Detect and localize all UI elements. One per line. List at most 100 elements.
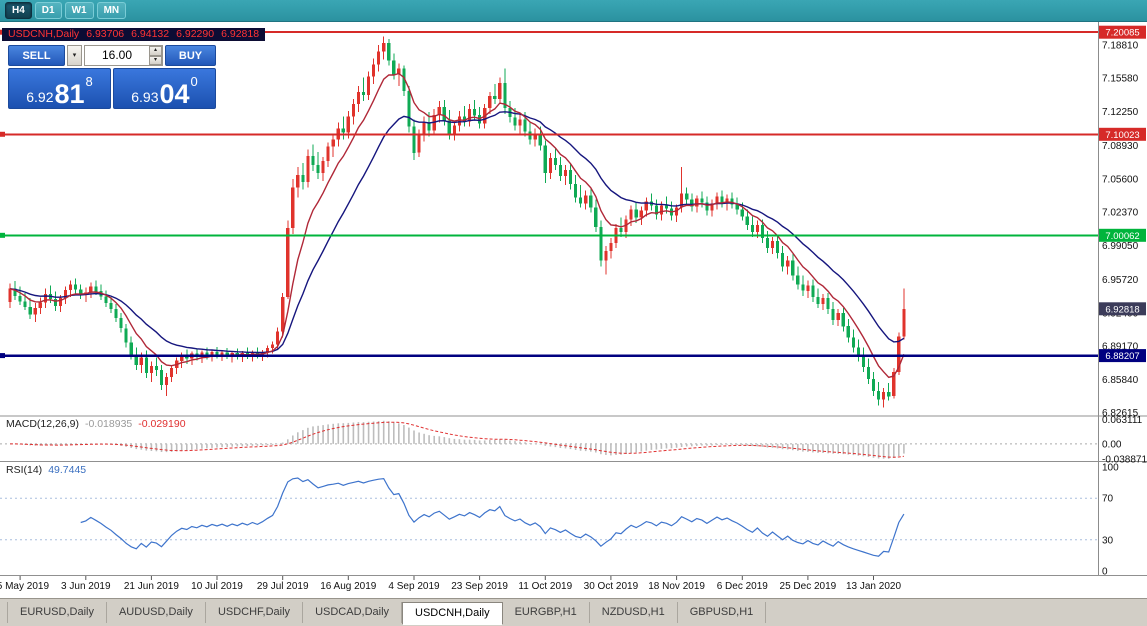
macd-indicator-label: MACD(12,26,9) -0.018935 -0.029190 (6, 418, 186, 430)
bid-price-box[interactable]: 6.92 81 8 (8, 68, 111, 109)
candle-body (568, 170, 573, 185)
candle-body (528, 131, 532, 140)
buy-button[interactable]: BUY (165, 45, 216, 66)
candle-body (518, 119, 522, 126)
candle-body (589, 195, 593, 208)
volume-decrease-button[interactable]: ▾ (149, 55, 162, 65)
candle-body (750, 224, 754, 232)
candle-body (770, 241, 775, 249)
candle-body (791, 260, 795, 276)
candle-body (685, 193, 689, 200)
candle-body (579, 197, 583, 204)
candle-body (604, 251, 608, 261)
candle-body (599, 226, 603, 261)
ohlc-info-bar: USDCNH,Daily 6.93706 6.94132 6.92290 6.92818 (2, 28, 266, 41)
tab-nzdusd-h1[interactable]: NZDUSD,H1 (590, 602, 678, 623)
candle-body (877, 391, 881, 400)
tab-eurgbp-h1[interactable]: EURGBP,H1 (503, 602, 590, 623)
candle-body (301, 175, 305, 183)
candle-body (331, 139, 335, 147)
candle-body (407, 90, 411, 127)
price-axis-label: 6.95720 (1102, 275, 1139, 286)
line-anchor-marker (0, 353, 5, 359)
candle-body (725, 198, 729, 203)
candle-body (806, 285, 810, 291)
candle-body (821, 297, 825, 304)
candle-body (63, 290, 68, 298)
candle-body (346, 116, 350, 133)
tab-usdcnh-daily[interactable]: USDCNH,Daily (402, 602, 503, 625)
candle-body (831, 309, 835, 321)
volume-value[interactable]: 16.00 (101, 48, 133, 62)
candle-body (356, 91, 360, 105)
hline-price-badge (1099, 127, 1146, 141)
tab-usdcad-daily[interactable]: USDCAD,Daily (303, 602, 403, 623)
volume-dropdown-button[interactable]: ▾ (67, 45, 82, 66)
candle-body (841, 313, 845, 327)
candle-body (276, 331, 280, 345)
candle-body (109, 302, 113, 309)
timeframe-button-h4[interactable]: H4 (5, 2, 32, 19)
candle-body (341, 128, 345, 133)
candle-body (154, 365, 158, 370)
rsi-value: 49.7445 (48, 464, 87, 476)
candle-body (735, 204, 739, 210)
tab-gbpusd-h1[interactable]: GBPUSD,H1 (678, 602, 767, 623)
candle-body (680, 193, 684, 208)
candle-body (447, 120, 451, 135)
date-label: 21 Jun 2019 (124, 581, 179, 592)
candle-body (89, 286, 93, 293)
macd-axis-label: 0.00 (1102, 439, 1122, 450)
tab-eurusd-daily[interactable]: EURUSD,Daily (7, 602, 107, 623)
volume-increase-button[interactable]: ▴ (149, 46, 162, 56)
candle-body (801, 284, 805, 291)
tab-usdchf-daily[interactable]: USDCHF,Daily (206, 602, 304, 623)
candle-body (23, 301, 27, 307)
volume-input[interactable]: 16.00 ▴ ▾ (84, 45, 163, 66)
date-label: 23 Sep 2019 (451, 581, 508, 592)
candle-body (422, 122, 426, 136)
candle-body (563, 170, 568, 177)
chart-canvas[interactable]: 7.18810 7.15580 7.12250 7.08930 7.05600 7.023… (0, 22, 1147, 598)
price-axis-label: 6.89170 (1102, 341, 1139, 352)
candle-body (755, 224, 759, 232)
candle-body (43, 293, 47, 303)
timeframe-button-w1[interactable]: W1 (64, 2, 94, 19)
candle-body (8, 288, 12, 302)
candle-body (760, 224, 764, 238)
candle-body (740, 209, 744, 217)
sell-button[interactable]: SELL (8, 45, 65, 66)
ask-price-box[interactable]: 6.93 04 0 (113, 68, 216, 109)
tab-audusd-daily[interactable]: AUDUSD,Daily (107, 602, 206, 623)
candle-body (654, 205, 658, 215)
hline-price-badge (1099, 349, 1146, 363)
line-anchor-marker (0, 232, 5, 238)
candle-body (786, 260, 790, 267)
candle-body (836, 313, 840, 321)
date-label: 29 Jul 2019 (257, 581, 309, 592)
macd-name: MACD(12,26,9) (6, 418, 79, 430)
price-axis-label: 7.08930 (1102, 141, 1139, 152)
hline-price-badge (1099, 228, 1146, 242)
candle-body (705, 202, 709, 211)
macd-main-value: -0.018935 (84, 418, 133, 430)
bid-price-head: 6.92 (26, 88, 54, 105)
bid-price-pips: 81 (54, 78, 85, 109)
rsi-indicator-label: RSI(14) 49.7445 (6, 464, 86, 476)
timeframe-button-d1[interactable]: D1 (34, 2, 62, 19)
candle-body (351, 104, 355, 117)
candle-body (634, 209, 638, 218)
candle-body (861, 356, 865, 367)
candle-body (427, 122, 431, 131)
arrow-up-icon: ▴ (153, 47, 157, 54)
candle-body (619, 227, 623, 232)
candle-body (387, 43, 391, 61)
timeframe-button-mn[interactable]: MN (96, 2, 127, 19)
date-label: 6 Dec 2019 (717, 581, 769, 592)
ask-price-pips: 04 (159, 78, 190, 109)
candle-body (629, 209, 633, 220)
candle-body (574, 184, 578, 198)
candle-body (594, 207, 598, 227)
candle-body (897, 336, 901, 372)
candle-body (134, 355, 138, 365)
